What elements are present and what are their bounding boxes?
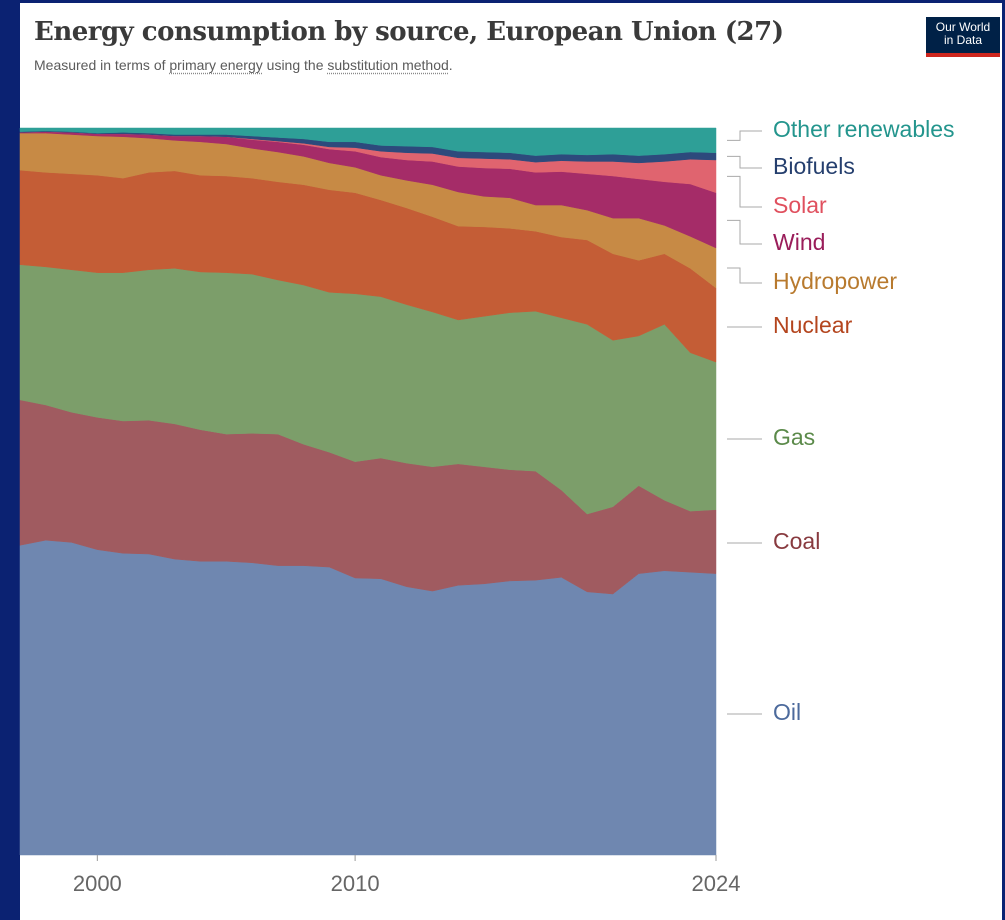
subtitle-text: Measured in terms of bbox=[34, 57, 170, 73]
legend-label: Solar bbox=[773, 192, 827, 218]
chart-subtitle: Measured in terms of primary energy usin… bbox=[34, 57, 453, 73]
label-connector bbox=[727, 155, 762, 169]
chart-title: Energy consumption by source, European U… bbox=[34, 17, 784, 47]
legend-label: Coal bbox=[773, 528, 820, 554]
label-connector bbox=[727, 267, 762, 284]
logo-line: Our World bbox=[935, 20, 991, 34]
legend-label: Oil bbox=[773, 699, 801, 725]
legend-label: Gas bbox=[773, 424, 815, 450]
label-connector bbox=[727, 175, 762, 208]
x-tick-label: 2010 bbox=[331, 871, 380, 896]
subtitle-link[interactable]: primary energy bbox=[169, 57, 263, 73]
legend-label: Nuclear bbox=[773, 312, 853, 338]
legend-label: Biofuels bbox=[773, 153, 855, 179]
subtitle-text: using the bbox=[262, 57, 328, 73]
legend-label: Hydropower bbox=[773, 268, 897, 294]
x-tick-label: 2000 bbox=[73, 871, 122, 896]
logo-line: in Data bbox=[943, 33, 983, 47]
label-connector bbox=[727, 219, 762, 245]
area bbox=[19, 127, 717, 156]
label-connector bbox=[727, 130, 762, 141]
legend-label: Wind bbox=[773, 229, 825, 255]
legend-label: Other renewables bbox=[773, 116, 955, 142]
x-tick-label: 2024 bbox=[692, 871, 741, 896]
subtitle-link[interactable]: substitution method bbox=[327, 57, 449, 73]
logo[interactable]: Our World in Data bbox=[926, 17, 1000, 57]
subtitle-text: . bbox=[448, 57, 453, 73]
